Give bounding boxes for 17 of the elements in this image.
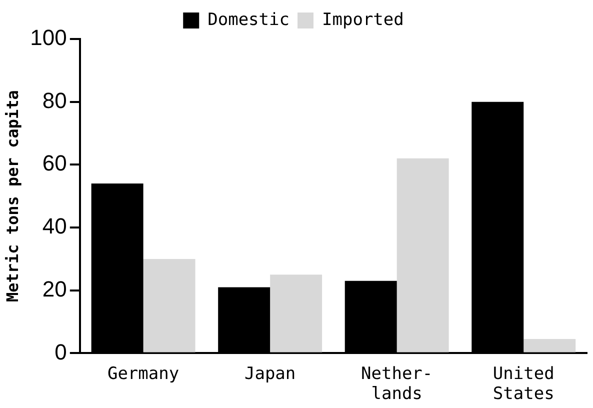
x-tick-label: Japan	[244, 364, 296, 384]
x-tick-label: Germany	[107, 364, 180, 384]
bar	[270, 274, 322, 352]
y-tick-label: 40	[42, 214, 67, 239]
y-tick-label: 20	[42, 276, 67, 302]
x-tick-label: Nether- lands	[361, 364, 433, 404]
legend-label: Imported	[322, 10, 404, 30]
y-tick-label: 100	[30, 25, 67, 50]
y-axis-title: Metric tons per capita	[2, 90, 22, 302]
bar	[524, 339, 576, 352]
y-tick-label: 0	[54, 339, 67, 364]
x-tick-label: United States	[492, 364, 554, 404]
bar	[143, 258, 196, 352]
y-tick-label: 80	[42, 88, 67, 113]
y-tick-label: 60	[42, 150, 67, 176]
bar	[396, 158, 449, 352]
legend-label: Domestic	[208, 10, 290, 30]
